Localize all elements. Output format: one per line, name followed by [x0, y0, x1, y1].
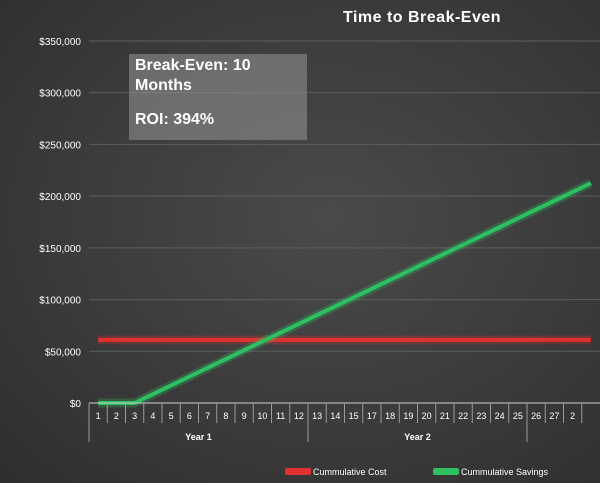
y-tick-label: $300,000 — [39, 89, 81, 100]
x-tick-label: 19 — [403, 411, 413, 421]
x-tick-label: 14 — [330, 411, 340, 421]
legend-label: Cummulative Cost — [313, 467, 387, 477]
legend: Cummulative Cost Cummulative Savings — [285, 467, 549, 477]
y-tick-label: $0 — [70, 399, 82, 410]
series-glow — [98, 179, 593, 408]
x-tick-label: 10 — [257, 411, 267, 421]
x-tick-label: 23 — [476, 411, 486, 421]
x-tick-label: 22 — [458, 411, 468, 421]
x-tick-label: 25 — [513, 411, 523, 421]
x-tick-label: 18 — [385, 411, 395, 421]
x-tick-label: 24 — [495, 411, 505, 421]
x-tick-label: 15 — [349, 411, 359, 421]
legend-swatch — [433, 468, 459, 475]
y-tick-label: $50,000 — [45, 347, 82, 358]
x-tick-label: 13 — [312, 411, 322, 421]
x-tick-label: 1 — [96, 411, 101, 421]
series-lines — [98, 179, 593, 408]
roi-text: ROI: 394% — [135, 111, 215, 128]
savings-series-line — [98, 181, 592, 405]
break-even-months-text: Months — [135, 77, 192, 94]
x-tick-label: 5 — [169, 411, 174, 421]
y-tick-label: $350,000 — [39, 37, 81, 48]
x-tick-label: 21 — [440, 411, 450, 421]
legend-swatch — [285, 468, 311, 475]
x-tick-label: 26 — [531, 411, 541, 421]
x-tick-label: 9 — [242, 411, 247, 421]
x-tick-label: 2 — [570, 411, 575, 421]
x-tick-label: 4 — [150, 411, 155, 421]
x-tick-label: 6 — [187, 411, 192, 421]
legend-label: Cummulative Savings — [461, 467, 549, 477]
x-tick-label: 2 — [114, 411, 119, 421]
x-tick-label: 8 — [223, 411, 228, 421]
y-tick-label: $250,000 — [39, 140, 81, 151]
year-group-label: Year 2 — [404, 432, 431, 442]
x-tick-label: 7 — [205, 411, 210, 421]
x-tick-label: 27 — [549, 411, 559, 421]
axes: $350,000 $300,000 $250,000 $200,000 $150,000… — [39, 37, 600, 442]
x-tick-label: 20 — [422, 411, 432, 421]
chart-title: Time to Break-Even — [343, 9, 501, 26]
year-group-label: Year 1 — [185, 432, 212, 442]
break-even-text: Break-Even: 10 — [135, 57, 251, 74]
y-tick-label: $150,000 — [39, 244, 81, 255]
break-even-annotation: Break-Even: 10 Months ROI: 394% — [129, 54, 307, 140]
x-tick-label: 17 — [367, 411, 377, 421]
y-tick-label: $100,000 — [39, 296, 81, 307]
x-tick-label: 12 — [294, 411, 304, 421]
x-tick-label: 3 — [132, 411, 137, 421]
x-tick-label: 11 — [276, 411, 285, 421]
y-tick-label: $200,000 — [39, 192, 81, 203]
